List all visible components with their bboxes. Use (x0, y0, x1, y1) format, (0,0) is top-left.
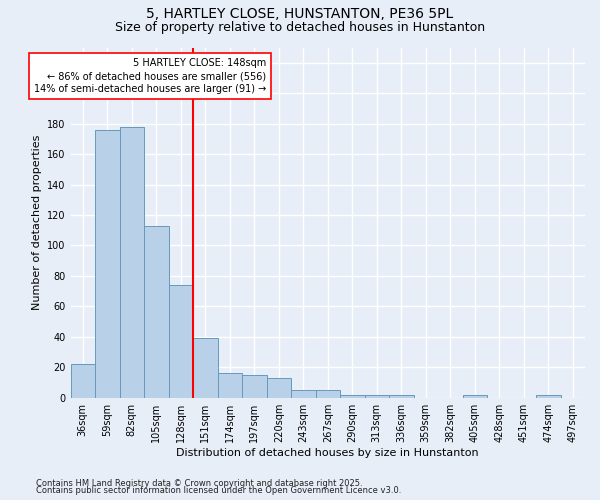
Bar (536, 394, 560, 398)
Bar (291, 390, 316, 398)
Bar (389, 394, 413, 398)
Bar (242, 375, 266, 398)
Bar (340, 394, 365, 398)
Bar (218, 374, 242, 398)
Text: Size of property relative to detached houses in Hunstanton: Size of property relative to detached ho… (115, 21, 485, 34)
Y-axis label: Number of detached properties: Number of detached properties (32, 135, 41, 310)
Bar (266, 378, 291, 398)
Bar (71, 364, 95, 398)
Text: Contains public sector information licensed under the Open Government Licence v3: Contains public sector information licen… (36, 486, 401, 495)
Bar (365, 394, 389, 398)
X-axis label: Distribution of detached houses by size in Hunstanton: Distribution of detached houses by size … (176, 448, 479, 458)
Bar (169, 285, 193, 398)
Text: 5 HARTLEY CLOSE: 148sqm
← 86% of detached houses are smaller (556)
14% of semi-d: 5 HARTLEY CLOSE: 148sqm ← 86% of detache… (34, 58, 266, 94)
Bar (316, 390, 340, 398)
Bar (463, 394, 487, 398)
Bar (144, 226, 169, 398)
Bar (193, 338, 218, 398)
Bar (95, 130, 119, 398)
Bar (119, 126, 144, 398)
Text: Contains HM Land Registry data © Crown copyright and database right 2025.: Contains HM Land Registry data © Crown c… (36, 478, 362, 488)
Text: 5, HARTLEY CLOSE, HUNSTANTON, PE36 5PL: 5, HARTLEY CLOSE, HUNSTANTON, PE36 5PL (146, 8, 454, 22)
